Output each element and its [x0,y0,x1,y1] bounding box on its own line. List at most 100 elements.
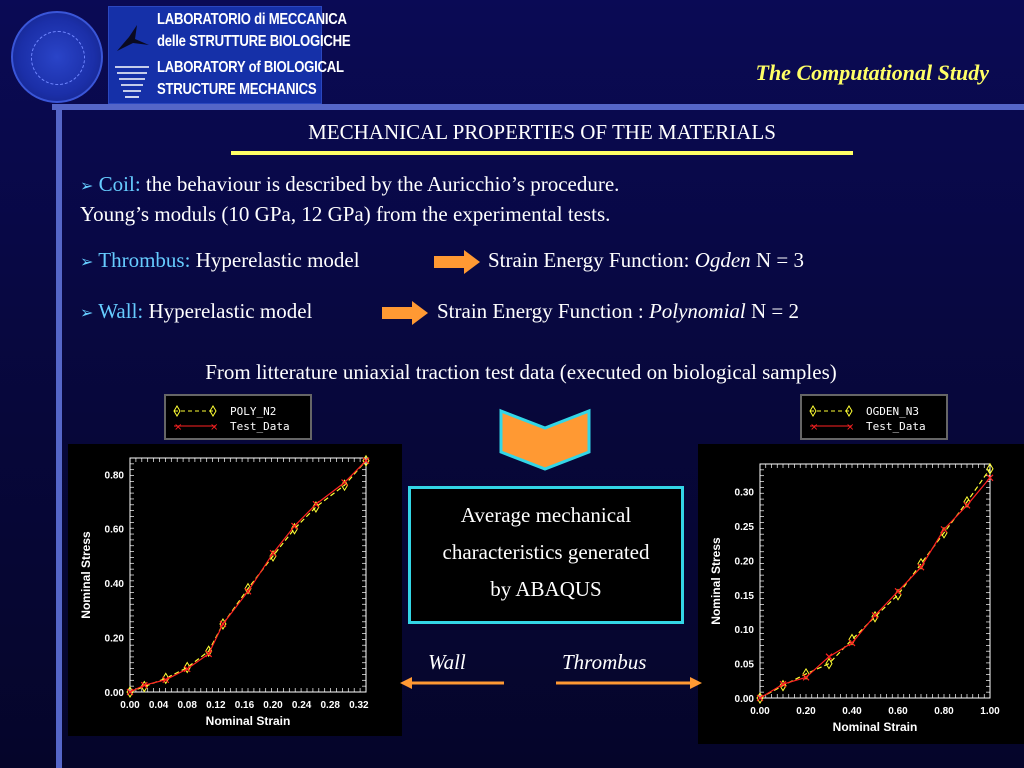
thrombus-term: Thrombus: [98,248,191,272]
y-tick-label: 0.30 [735,488,755,499]
lab-logo-line-2: delle STRUTTURE BIOLOGICHE [157,33,351,50]
politecnico-logo [11,11,103,103]
data-point-x [205,650,213,658]
data-point-diamond [290,522,299,535]
x-tick-label: 0.40 [842,706,862,717]
y-axis-title: Nominal Stress [709,537,723,625]
y-tick-label: 0.80 [105,470,125,481]
abaqus-box-line-3: by ABAQUS [490,577,602,601]
x-tick-label: 0.08 [177,700,197,711]
legend-left-svg: POLY_N2 × × Test_Data [173,405,290,433]
series-line-test-data [129,460,367,693]
x-axis-title: Nominal Strain [833,720,918,734]
wall-chart-svg: 0.00 0.04 0.08 0.12 0.16 0.20 0.24 0.28 0.32 0.00… [79,454,370,728]
y-tick-label: 0.60 [105,525,125,536]
coil-line-2: Young’s moduls (10 GPa, 12 GPa) from the… [80,202,611,226]
data-point-x [871,611,879,619]
abaqus-box-line-1: Average mechanical [460,503,632,527]
wall-arrow-label: Wall [428,650,466,674]
right-arrow-icon [382,301,428,325]
slide-heading: MECHANICAL PROPERTIES OF THE MATERIALS [308,120,776,144]
data-point-x [269,549,277,557]
x-tick-label: 0.20 [263,700,283,711]
heading-underline [231,151,853,155]
legend-right: OGDEN_N3 × × Test_Data [800,394,948,440]
y-tick-label: 0.00 [735,694,755,705]
legend-diamond-marker [173,405,181,417]
data-point-diamond [162,672,170,685]
data-point-x [848,639,856,647]
legend-x-marker: × [846,422,854,433]
data-point-x [341,479,348,486]
x-tick-label: 0.24 [292,700,312,711]
wall-model: Polynomial [648,299,746,323]
legend-x-marker: × [210,422,218,433]
down-chevron-icon [499,408,591,471]
data-point-diamond [986,462,994,475]
y-tick-label: 0.10 [735,625,755,636]
y-axis-title: Nominal Stress [79,531,93,619]
y-tick-label: 0.20 [735,556,755,567]
legend-left-entry-1: POLY_N2 [230,405,276,418]
waves-icon [115,66,149,98]
x-tick-label: 1.00 [980,706,1000,717]
data-point-diamond [802,667,810,680]
x-tick-label: 0.32 [349,700,369,711]
data-point-x [894,587,902,595]
data-point-x [779,680,787,688]
series-line-poly-n2 [129,460,367,693]
data-point-x [126,688,134,696]
data-point-diamond [963,495,971,508]
data-point-x [244,587,252,595]
bullet-arrow-icon: ➢ [80,303,94,322]
thrombus-sef-label: Strain Energy Function: [488,248,695,272]
data-point-diamond [269,549,277,562]
data-point-diamond [312,501,320,513]
data-point-x [291,522,298,530]
legend-left: POLY_N2 × × Test_Data [164,394,312,440]
lab-logo: LABORATORIO di MECCANICA delle STRUTTURE… [108,6,351,104]
right-thin-arrow-icon [556,677,702,689]
coil-term: Coil: [98,172,141,196]
lab-logo-line-1: LABORATORIO di MECCANICA [157,11,347,28]
wall-text: Hyperelastic model [143,299,313,323]
y-tick-label: 0.20 [105,634,125,645]
left-arrow-icon [400,677,504,689]
x-tick-label: 0.16 [235,700,255,711]
data-point-x [140,681,148,689]
coil-item: ➢ Coil: the behaviour is described by th… [80,172,619,197]
lab-logo-line-4: STRUCTURE MECHANICS [157,81,317,98]
thrombus-text: Hyperelastic model [190,248,360,272]
data-point-x [219,620,227,628]
thrombus-sef: Strain Energy Function: Ogden N = 3 [488,248,804,273]
thrombus-chart: 0.00 0.20 0.40 0.60 0.80 1.00 0.00 0.05 0.10 0.15… [698,444,1024,744]
series-line-test-data [759,477,991,699]
abaqus-box-line-2: characteristics generated [442,540,650,564]
data-point-diamond [871,610,879,623]
data-point-diamond [917,557,925,570]
y-tick-label: 0.05 [735,660,755,671]
wall-chart: 0.00 0.04 0.08 0.12 0.16 0.20 0.24 0.28 0.32 0.00… [68,444,402,736]
x-tick-label: 0.04 [149,700,169,711]
wall-sef: Strain Energy Function : Polynomial N = … [437,299,799,324]
data-point-diamond [848,633,856,646]
thrombus-model: Ogden [694,248,751,272]
data-point-diamond [825,657,833,670]
source-note: From litterature uniaxial traction test … [205,360,837,384]
data-point-diamond [183,661,191,674]
data-point-diamond [244,582,252,595]
data-point-x [756,694,764,702]
data-point-x [162,676,170,684]
legend-right-entry-2: Test_Data [866,420,926,433]
wall-sef-label: Strain Energy Function : [437,299,649,323]
legend-right-entry-1: OGDEN_N3 [866,405,919,418]
legend-left-entry-2: Test_Data [230,420,290,433]
x-tick-label: 0.20 [796,706,816,717]
y-tick-label: 0.40 [105,579,125,590]
wall-term: Wall: [98,299,144,323]
data-point-x [802,673,810,681]
wall-n: N = 2 [745,299,800,323]
thrombus-chart-svg: 0.00 0.20 0.40 0.60 0.80 1.00 0.00 0.05 0.10 0.15… [709,462,1000,734]
x-tick-label: 0.00 [120,700,140,711]
wall-item: ➢ Wall: Hyperelastic model [80,299,312,324]
